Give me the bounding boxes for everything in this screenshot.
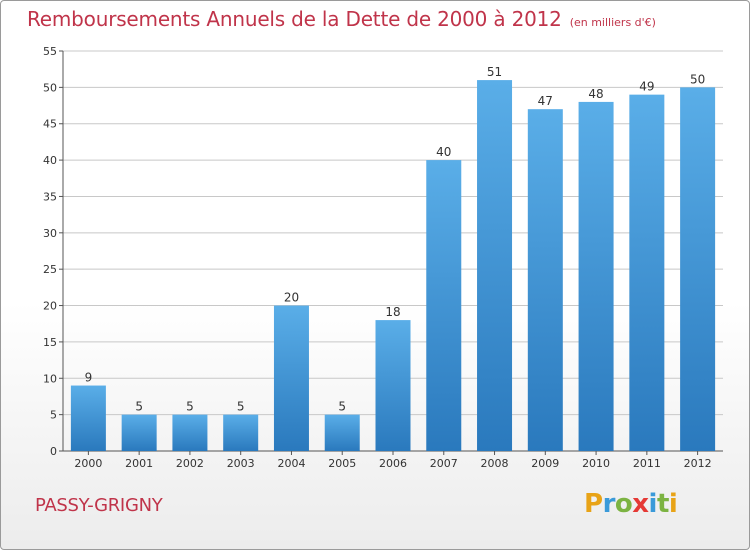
value-label: 49 <box>639 80 654 94</box>
x-tick-label: 2004 <box>277 457 305 470</box>
logo-letter: P <box>584 489 603 519</box>
x-tick-label: 2010 <box>582 457 610 470</box>
value-label: 48 <box>588 87 603 101</box>
x-tick-label: 2000 <box>74 457 102 470</box>
labels: 0510152025303540455055200092001520025200… <box>43 45 712 470</box>
value-label: 5 <box>237 400 245 414</box>
bar <box>578 101 614 451</box>
bar <box>324 414 360 451</box>
y-tick-label: 30 <box>43 227 57 240</box>
bar <box>273 305 309 451</box>
value-label: 5 <box>338 400 346 414</box>
y-tick-label: 10 <box>43 372 57 385</box>
x-tick-label: 2002 <box>176 457 204 470</box>
chart-subtitle: (en milliers d'€) <box>569 16 656 29</box>
y-tick-label: 45 <box>43 118 57 131</box>
value-label: 5 <box>135 400 143 414</box>
y-tick-label: 25 <box>43 263 57 276</box>
x-tick-label: 2003 <box>227 457 255 470</box>
value-label: 5 <box>186 400 194 414</box>
x-tick-label: 2009 <box>531 457 559 470</box>
y-tick-label: 0 <box>50 445 57 458</box>
bar <box>477 80 513 451</box>
value-label: 18 <box>385 305 400 319</box>
proxiti-logo: Proxiti <box>584 489 678 519</box>
value-label: 20 <box>284 291 299 305</box>
logo-letter: o <box>614 489 633 519</box>
x-tick-label: 2008 <box>481 457 509 470</box>
bar <box>680 87 716 451</box>
title-block: Remboursements Annuels de la Dette de 20… <box>27 7 656 31</box>
value-label: 9 <box>85 371 93 385</box>
value-label: 51 <box>487 65 502 79</box>
y-tick-label: 35 <box>43 190 57 203</box>
y-tick-label: 5 <box>50 409 57 422</box>
chart-title: Remboursements Annuels de la Dette de 20… <box>27 7 562 31</box>
bar <box>426 160 462 451</box>
bar <box>375 320 411 451</box>
y-tick-label: 50 <box>43 81 57 94</box>
x-tick-label: 2005 <box>328 457 356 470</box>
bar <box>223 414 259 451</box>
bar <box>629 94 665 452</box>
bars <box>70 80 716 452</box>
bar <box>527 109 563 451</box>
y-tick-label: 40 <box>43 154 57 167</box>
value-label: 40 <box>436 145 451 159</box>
logo-letter: i <box>648 489 658 519</box>
y-tick-label: 15 <box>43 336 57 349</box>
value-label: 50 <box>690 72 705 86</box>
bar <box>121 414 157 451</box>
bar <box>172 414 208 451</box>
y-tick-label: 20 <box>43 300 57 313</box>
commune-name: PASSY-GRIGNY <box>35 495 163 516</box>
x-tick-label: 2007 <box>430 457 458 470</box>
y-tick-label: 55 <box>43 45 57 58</box>
logo-letter: r <box>602 489 616 519</box>
x-tick-label: 2001 <box>125 457 153 470</box>
x-tick-label: 2011 <box>633 457 661 470</box>
bar <box>70 385 106 451</box>
value-label: 47 <box>538 94 553 108</box>
logo-letter: i <box>668 489 678 519</box>
x-tick-label: 2012 <box>684 457 712 470</box>
logo-letter: t <box>656 489 669 519</box>
x-tick-label: 2006 <box>379 457 407 470</box>
logo-letter: x <box>632 489 649 519</box>
